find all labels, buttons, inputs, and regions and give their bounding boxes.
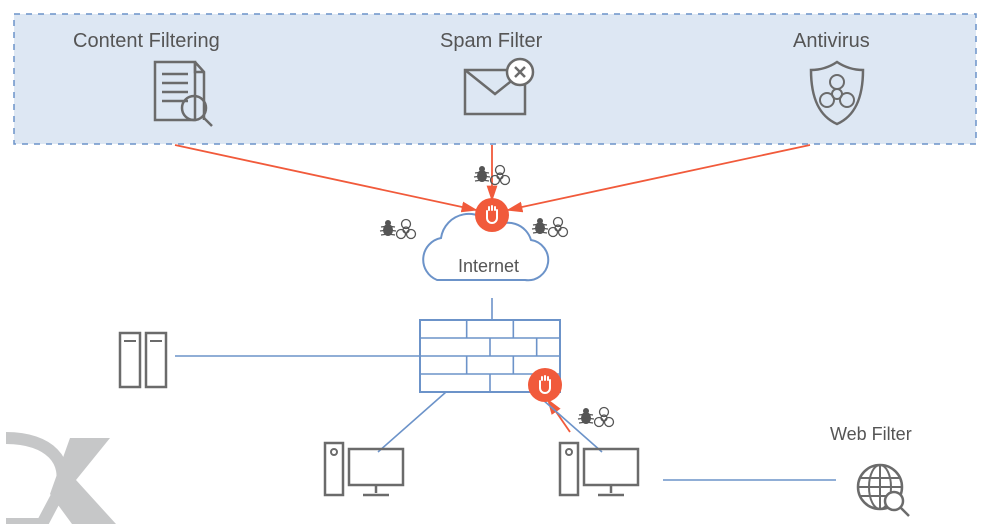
connector-line xyxy=(378,392,446,452)
label-spam-filter: Spam Filter xyxy=(440,30,542,53)
workstation-left-icon xyxy=(325,443,403,495)
label-web-filter: Web Filter xyxy=(830,424,912,445)
threat-icons xyxy=(532,218,568,237)
threat-arrow xyxy=(508,145,810,210)
threat-arrow xyxy=(548,400,570,432)
stop-hand-icon xyxy=(528,368,562,402)
threat-icons xyxy=(380,220,416,239)
threat-icons xyxy=(578,408,614,427)
label-content-filtering: Content Filtering xyxy=(73,30,220,53)
workstation-right-icon xyxy=(560,443,638,495)
label-antivirus: Antivirus xyxy=(793,30,870,53)
web-filter-icon xyxy=(858,465,909,516)
servers-icon xyxy=(120,333,166,387)
threat-arrow xyxy=(175,145,476,210)
stop-hand-icon xyxy=(475,198,509,232)
label-internet: Internet xyxy=(458,256,519,277)
watermark-logo xyxy=(6,438,116,524)
